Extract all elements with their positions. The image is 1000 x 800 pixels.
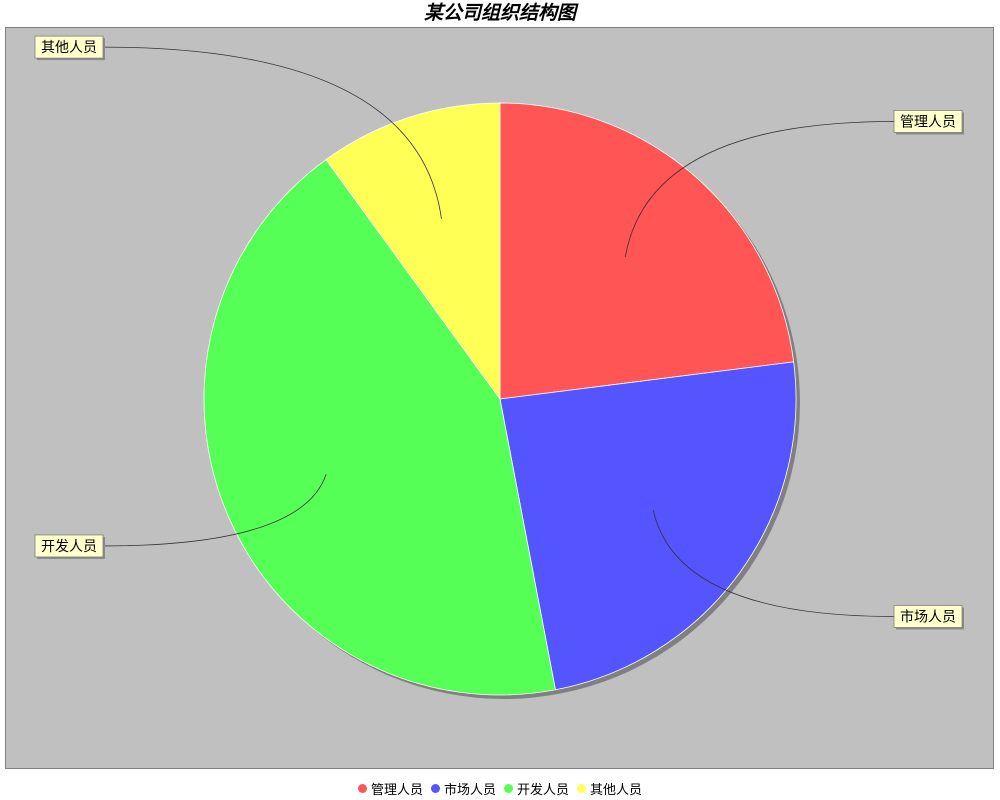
slice-label: 管理人员: [893, 110, 964, 135]
label-box: [893, 110, 963, 133]
slice-label-text: 市场人员: [900, 608, 956, 625]
plot-area: 管理人员市场人员 开发人员 其他人员: [5, 27, 994, 769]
slice-label-text: 开发人员: [41, 539, 97, 555]
slice-label-text: 其他人员: [41, 40, 97, 56]
label-connector: [102, 474, 327, 547]
legend-item: 管理人员: [357, 779, 423, 798]
pie-slice-2: [499, 361, 797, 691]
legend-label: 其他人员: [590, 782, 643, 798]
slice-label: 其他人员: [34, 35, 105, 61]
label-connector: [102, 46, 442, 219]
pie-slice-4: [325, 102, 501, 401]
legend-item: 开发人员: [504, 779, 569, 798]
slice-label-text: 管理人员: [900, 114, 956, 130]
legend-marker: [357, 783, 367, 793]
label-box: [34, 35, 104, 59]
label-box: [34, 534, 104, 558]
label-box: [893, 605, 963, 628]
legend-marker: [430, 783, 440, 793]
legend: 管理人员 市场人员 开发人员 其他人员: [0, 778, 1000, 798]
legend-label: 开发人员: [517, 782, 570, 798]
legend-label: 管理人员: [370, 782, 423, 798]
label-connector: [624, 121, 895, 257]
legend-marker: [504, 783, 513, 793]
legend-marker: [577, 783, 587, 793]
legend-label: 市场人员: [443, 782, 496, 798]
legend-item: 其他人员: [577, 779, 642, 798]
pie-slice-1: [499, 102, 795, 400]
legend-item: 市场人员: [430, 779, 496, 798]
label-connector: [652, 510, 895, 617]
slice-label: 市场人员: [893, 605, 964, 630]
chart-title: 某公司组织结构图: [423, 2, 576, 24]
pie-slice-3: [203, 158, 556, 696]
slice-label: 开发人员: [34, 534, 105, 559]
